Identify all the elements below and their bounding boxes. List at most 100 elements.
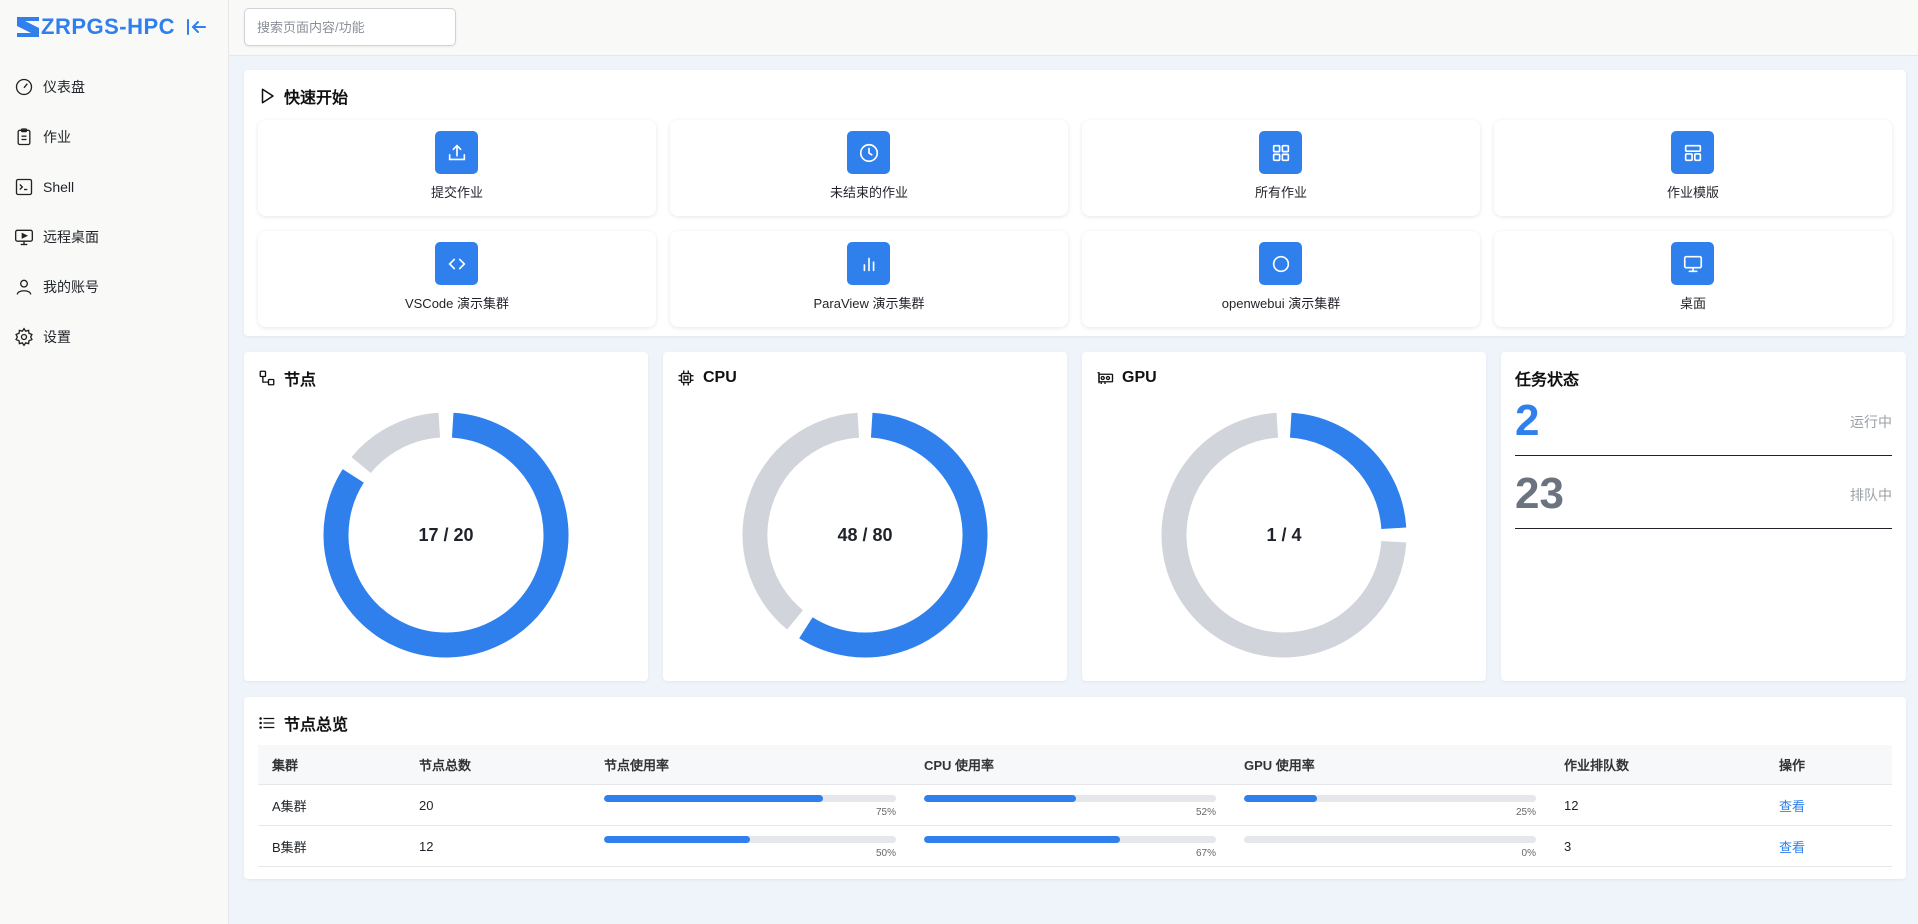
node-overview-title: 节点总览: [284, 717, 349, 734]
node-usage-fill: [604, 795, 823, 802]
sidebar-item-remote-desktop[interactable]: 远程桌面: [0, 212, 229, 262]
circle-icon: [1272, 255, 1289, 272]
gauge-used-arc: [323, 412, 569, 658]
cpu-usage-fill: [924, 795, 1076, 802]
sidebar-item-label: 设置: [43, 329, 71, 345]
list-icon: [259, 717, 275, 729]
gauge-icon: [15, 78, 33, 96]
tile-openwebui[interactable]: openwebui 演示集群: [1082, 231, 1480, 327]
cpu-usage-fill: [924, 836, 1120, 843]
gpu-usage-bar: 25%: [1244, 795, 1536, 818]
tile-label: VSCode 演示集群: [404, 296, 510, 311]
sidebar-item-label: 远程桌面: [43, 229, 99, 245]
node-usage-fill: [604, 836, 750, 843]
quick-start-title: 快速开始: [258, 84, 348, 108]
sidebar-item-label: 仪表盘: [43, 79, 85, 95]
play-icon: [261, 88, 274, 104]
tile-job-templates[interactable]: 作业模版: [1494, 120, 1892, 216]
sidebar-item-account[interactable]: 我的账号: [0, 262, 229, 312]
view-link[interactable]: 查看: [1779, 839, 1806, 855]
sidebar-item-dashboard[interactable]: 仪表盘: [0, 62, 229, 112]
task-status-title: 任务状态: [1515, 372, 1580, 389]
tile-submit-job[interactable]: 提交作业: [258, 120, 656, 216]
tile-label: openwebui 演示集群: [1221, 296, 1341, 311]
column-header: CPU 使用率: [924, 758, 995, 773]
tile-vscode[interactable]: VSCode 演示集群: [258, 231, 656, 327]
nodes-icon: [259, 370, 275, 386]
grid-icon: [1272, 144, 1289, 161]
nodes-gauge: [323, 412, 569, 658]
tile-label: 提交作业: [430, 185, 483, 200]
node-total: 20: [419, 797, 434, 813]
queued-label: 排队中: [1850, 487, 1892, 503]
terminal-icon: [15, 178, 33, 196]
node-usage-percent: 50%: [875, 848, 896, 859]
tile-desktop[interactable]: 桌面: [1494, 231, 1892, 327]
sidebar-item-label: 我的账号: [43, 279, 99, 295]
gpu-icon: [1097, 372, 1114, 384]
tile-all-jobs[interactable]: 所有作业: [1082, 120, 1480, 216]
sidebar-item-shell[interactable]: Shell: [0, 162, 229, 212]
sidebar: ZRPGS-HPC 仪表盘 作业 Shell 远程桌面 我的账号 设置: [0, 0, 229, 924]
cpu-usage-bar: 52%: [924, 795, 1216, 818]
collapse-sidebar-icon[interactable]: [184, 15, 208, 39]
gpu-gauge: [1161, 412, 1407, 658]
gauge-free-arc: [1161, 412, 1407, 658]
quick-start-card: 快速开始 提交作业 未结束的作业 所有作业 作业模版 VSCode 演示集群 P…: [244, 70, 1906, 336]
table-row: A集群 20 75% 52% 25% 12 查看: [258, 785, 1892, 826]
cpu-usage-percent: 52%: [1195, 807, 1216, 818]
node-usage-percent: 75%: [875, 807, 896, 818]
tile-paraview[interactable]: ParaView 演示集群: [670, 231, 1068, 327]
node-usage-bar: 75%: [604, 795, 896, 818]
column-header: 节点总数: [419, 758, 472, 773]
tile-label: 未结束的作业: [829, 185, 908, 200]
queued-jobs: 3: [1564, 838, 1572, 854]
sidebar-nav: 仪表盘 作业 Shell 远程桌面 我的账号 设置: [0, 62, 229, 362]
sidebar-item-label: 作业: [43, 129, 71, 145]
gear-icon: [15, 327, 33, 347]
column-header: 节点使用率: [604, 758, 670, 773]
sidebar-item-jobs[interactable]: 作业: [0, 112, 229, 162]
table-row: B集群 12 50% 67% 0% 3 查看: [258, 826, 1892, 867]
top-bar: [229, 0, 1918, 56]
remote-desktop-icon: [15, 229, 33, 246]
view-link[interactable]: 查看: [1779, 798, 1806, 814]
running-label: 运行中: [1850, 414, 1892, 430]
node-total: 12: [419, 838, 434, 854]
node-usage-bar: 50%: [604, 836, 896, 859]
node-overview-table: 集群 节点总数 节点使用率 CPU 使用率 GPU 使用率 作业排队数 操作 A…: [258, 745, 1892, 867]
queued-jobs: 12: [1564, 797, 1579, 813]
cpu-card-title: CPU: [703, 369, 737, 386]
tile-label: 桌面: [1679, 296, 1706, 311]
queued-row: 23 排队中: [1515, 469, 1892, 529]
gpu-usage-percent: 25%: [1515, 807, 1536, 818]
tile-unfinished-jobs[interactable]: 未结束的作业: [670, 120, 1068, 216]
brand[interactable]: ZRPGS-HPC: [16, 12, 175, 42]
running-row: 2 运行中: [1515, 396, 1892, 456]
sidebar-item-settings[interactable]: 设置: [0, 312, 229, 362]
column-header: 操作: [1779, 758, 1806, 773]
gauge-free-arc: [351, 412, 441, 474]
cpu-usage-percent: 67%: [1195, 848, 1216, 859]
app-name: ZRPGS-HPC: [41, 14, 176, 39]
cpu-gauge-value: 48 / 80: [837, 524, 893, 545]
nodes-card: 节点 17 / 20: [244, 352, 648, 681]
search-input[interactable]: [244, 8, 456, 46]
gpu-card: GPU 1 / 4: [1082, 352, 1486, 681]
tile-label: 作业模版: [1666, 185, 1719, 200]
gpu-usage-fill: [1244, 795, 1317, 802]
code-icon: [447, 258, 466, 269]
column-header: 作业排队数: [1564, 758, 1630, 773]
tile-label: ParaView 演示集群: [813, 296, 925, 311]
cpu-gauge: [742, 412, 988, 658]
queued-count: 23: [1515, 469, 1564, 518]
gpu-card-title: GPU: [1122, 369, 1157, 386]
task-status-card: 任务状态 2 运行中 23 排队中: [1501, 352, 1906, 681]
gauge-free-arc: [742, 412, 860, 630]
cluster-name: A集群: [272, 798, 307, 814]
user-icon: [16, 279, 32, 295]
table-header: 集群 节点总数 节点使用率 CPU 使用率 GPU 使用率 作业排队数 操作: [258, 745, 1892, 785]
cpu-card: CPU 48 / 80: [663, 352, 1067, 681]
node-overview-card: 节点总览 集群 节点总数 节点使用率 CPU 使用率 GPU 使用率 作业排队数…: [244, 697, 1906, 879]
gpu-usage-bar: 0%: [1244, 836, 1536, 859]
